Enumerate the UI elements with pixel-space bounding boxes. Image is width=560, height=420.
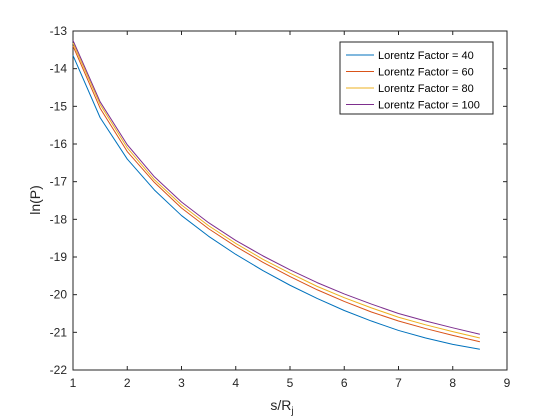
x-tick-label: 1 xyxy=(70,376,77,390)
y-tick-label: -20 xyxy=(50,288,68,302)
series-line-1 xyxy=(72,55,480,350)
y-tick-label: -16 xyxy=(50,137,68,151)
y-tick-label: -21 xyxy=(50,325,68,339)
series-line-4 xyxy=(72,40,480,335)
legend-label-1: Lorentz Factor = 40 xyxy=(378,50,474,62)
legend-label-4: Lorentz Factor = 100 xyxy=(378,100,480,112)
series-lines xyxy=(72,40,480,350)
x-tick-label: 8 xyxy=(449,376,456,390)
x-tick-label: 9 xyxy=(504,376,511,390)
legend-label-2: Lorentz Factor = 60 xyxy=(378,67,474,79)
x-tick-label: 4 xyxy=(232,376,239,390)
x-tick-label: 6 xyxy=(341,376,348,390)
legend-box xyxy=(339,41,494,115)
series-line-2 xyxy=(72,45,480,343)
y-tick-label: -14 xyxy=(50,62,68,76)
x-tick-label: 3 xyxy=(178,376,185,390)
x-axis-label: s/Rj xyxy=(270,397,293,417)
y-tick-label: -15 xyxy=(50,99,68,113)
y-tick-label: -22 xyxy=(50,363,68,377)
y-axis-label: ln(P) xyxy=(27,185,43,215)
x-axis-label-subscript: j xyxy=(290,406,293,417)
x-tick-label: 5 xyxy=(287,376,294,390)
x-tick-label: 7 xyxy=(395,376,402,390)
series-line-3 xyxy=(72,42,480,339)
y-tick-label: -17 xyxy=(50,175,68,189)
tick-labels: 1 2 3 4 5 6 7 8 9 -22 -21 -20 -19 -18 -17 -16 -15 -14 -13 xyxy=(50,24,511,390)
y-tick-label: -19 xyxy=(50,250,68,264)
x-tick-label: 2 xyxy=(124,376,131,390)
tick-marks xyxy=(72,30,508,371)
legend-label-3: Lorentz Factor = 80 xyxy=(378,83,474,95)
y-tick-label: -13 xyxy=(50,24,68,38)
legend: Lorentz Factor = 40 Lorentz Factor = 60 Lo… xyxy=(339,41,494,115)
y-tick-label: -18 xyxy=(50,212,68,226)
x-axis-label-main: s/R xyxy=(270,397,291,413)
